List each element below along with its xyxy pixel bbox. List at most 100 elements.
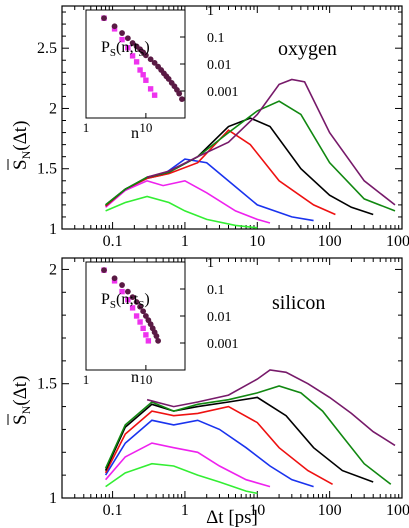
- series-line-purple: [146, 369, 396, 447]
- inset-y-tick-label: 0.001: [207, 85, 239, 100]
- inset-ylabel-sub2: S: [138, 47, 144, 59]
- inset-square-marker: [129, 53, 136, 59]
- inset-circle-marker: [151, 59, 158, 66]
- axis-ticks-oxygen: 0.1 1 10 100 1000 1 1.5 2 2.5: [37, 6, 409, 250]
- x-tick-label: 100: [318, 502, 342, 519]
- y-label-main: S: [10, 159, 31, 170]
- inset-circle-marker: [137, 303, 143, 310]
- inset-square-marker: [140, 325, 146, 332]
- y-axis-label-silicon: SN(Δt): [7, 376, 33, 425]
- y-tick-label: 2.5: [37, 40, 57, 57]
- y-label-tail: (Δt): [10, 121, 31, 151]
- y-tick-label: 1: [49, 221, 57, 238]
- inset-ylabel-tail2: ): [144, 291, 149, 308]
- plot-frame-silicon: [61, 257, 403, 499]
- inset-square-marker: [140, 72, 146, 78]
- x-tick-label: 10: [249, 502, 265, 519]
- inset-circle-marker: [155, 337, 162, 344]
- inset-circle-marker: [101, 15, 107, 22]
- inset-circle-marker: [124, 35, 131, 42]
- svg-text:SN(Δt): SN(Δt): [10, 376, 33, 425]
- series-group-silicon: [104, 369, 396, 495]
- series-line-blue: [104, 419, 314, 488]
- inset-square-marker: [143, 77, 149, 83]
- inset-marks-oxygen: 1 10 1 0.1 0.01 0.001: [83, 4, 239, 135]
- panel-label-oxygen: oxygen: [278, 38, 337, 60]
- inset-xlabel: n: [131, 369, 139, 386]
- inset-circle-marker: [179, 96, 185, 103]
- x-tick-label: 1: [181, 502, 189, 519]
- inset-x-tick-label: 10: [139, 120, 152, 135]
- x-tick-label: 100: [318, 233, 342, 250]
- inset-ylabel-tail: (n;t: [116, 39, 139, 56]
- inset-square-marker: [125, 45, 131, 51]
- inset-circle-marker: [142, 313, 149, 319]
- x-tick-label: 0.1: [103, 502, 123, 519]
- y-tick-label: 1.5: [37, 376, 57, 393]
- inset-y-tick-label: 0.1: [207, 31, 225, 46]
- y-tick-label: 1: [49, 490, 57, 507]
- svg-text:PS(n;tS): PS(n;tS): [101, 291, 150, 311]
- inset-square-marker: [147, 86, 154, 92]
- panel-label-silicon: silicon: [272, 292, 325, 314]
- x-tick-label: 1: [181, 233, 189, 250]
- y-tick-label: 2: [49, 100, 57, 117]
- inset-square-marker: [137, 67, 143, 73]
- series-line-green: [105, 462, 258, 495]
- series-group-oxygen: [105, 78, 396, 229]
- inset-circle-marker: [165, 76, 172, 82]
- panel-silicon: 0.1110100100011.52 silicon SN(Δt) Δt [ps…: [7, 256, 409, 528]
- inset-circle-marker: [111, 23, 118, 30]
- inset-y-tick-label: 0.01: [207, 310, 232, 325]
- inset-ylabel: P: [101, 39, 110, 56]
- y-label-sub: N: [19, 150, 33, 159]
- inset-y-tick-label: 0.01: [207, 58, 232, 73]
- inset-y-tick-label: 1: [207, 4, 214, 19]
- inset-square-marker: [119, 36, 125, 43]
- inset-xlabel: n: [131, 125, 139, 142]
- inset-square-marker: [133, 59, 140, 65]
- inset-y-tick-label: 0.1: [207, 283, 225, 298]
- y-axis-label-oxygen: SN(Δt): [7, 121, 33, 170]
- x-tick-label: 1000: [386, 502, 409, 519]
- inset-square-marker: [137, 319, 143, 325]
- inset-circle-marker: [142, 52, 149, 59]
- x-axis-label: Δt [ps]: [206, 507, 258, 528]
- series-line-blue: [105, 158, 314, 222]
- inset-circle-marker: [140, 308, 147, 315]
- inset-circle-marker: [147, 56, 154, 63]
- series-line-magenta: [104, 442, 271, 488]
- inset-circle-marker: [124, 288, 131, 295]
- inset-ylabel-sub: S: [110, 299, 116, 311]
- inset-ylabel-tail: (n;t: [116, 291, 139, 308]
- inset-ylabel-sub2: S: [138, 299, 144, 311]
- inset-square-marker: [143, 332, 149, 338]
- x-tick-label: 1000: [386, 233, 409, 250]
- y-label-tail: (Δt): [10, 376, 31, 406]
- inset-square-marker: [119, 288, 125, 295]
- svg-text:PS(n;tS): PS(n;tS): [101, 39, 150, 59]
- series-line-darkgreen: [105, 100, 396, 212]
- series-line-green: [105, 195, 258, 229]
- inset-circle-marker: [119, 30, 125, 36]
- inset-ylabel-tail2: ): [144, 39, 149, 56]
- y-label-sub: N: [19, 405, 33, 414]
- inset-marks-silicon: 1 10 1 0.1 0.01 0.001: [83, 256, 239, 387]
- y-tick-label: 2: [49, 261, 57, 278]
- series-line-darkgreen: [104, 385, 392, 485]
- plot-frame-oxygen: [61, 5, 403, 230]
- inset-x-tick-label: 1: [83, 372, 90, 387]
- y-label-main: S: [10, 414, 31, 425]
- series-line-black: [104, 396, 374, 483]
- inset-circle-marker: [176, 90, 183, 97]
- inset-y-tick-label: 0.001: [207, 337, 239, 352]
- series-line-magenta: [105, 179, 271, 224]
- inset-square-marker: [125, 297, 131, 303]
- inset-circle-marker: [153, 333, 160, 340]
- inset-circle-marker: [133, 299, 140, 305]
- inset-square-marker: [151, 92, 158, 98]
- inset-y-tick-label: 1: [207, 256, 214, 271]
- series-line-purple: [146, 78, 396, 206]
